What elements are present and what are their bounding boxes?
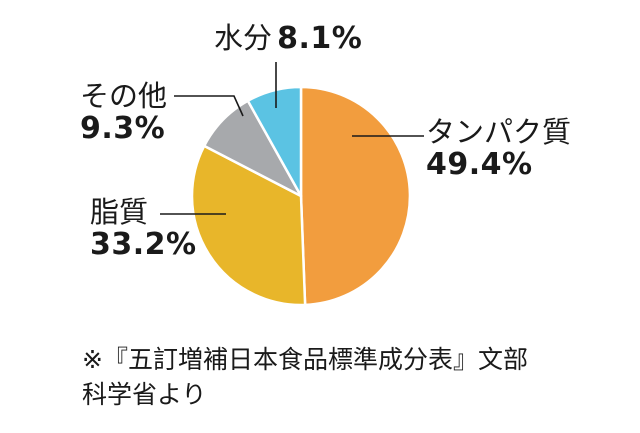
pie-svg: [160, 62, 424, 307]
pie-chart: タンパク質 49.4% 脂質 33.2% その他 9.3% 水分 8.1%: [80, 22, 571, 307]
slice-label-other: その他 9.3%: [80, 80, 167, 146]
slice-name-water: 水分: [214, 21, 273, 55]
slice-label-protein: タンパク質 49.4%: [426, 116, 571, 182]
slice-name-protein: タンパク質: [426, 115, 572, 149]
source-note-line2: 科学省より: [82, 380, 207, 409]
source-note-line1: ※『五訂増補日本食品標準成分表』文部: [82, 345, 528, 374]
source-note: ※『五訂増補日本食品標準成分表』文部 科学省より: [82, 342, 622, 412]
leader-line-other: [174, 95, 244, 117]
slice-label-water: 水分 8.1%: [214, 22, 362, 56]
slice-value-fat: 33.2%: [90, 227, 197, 263]
pie-slice-water: [246, 85, 303, 198]
slice-label-fat: 脂質 33.2%: [90, 196, 197, 262]
slice-name-fat: 脂質: [90, 195, 149, 229]
pie-slice-protein: [299, 85, 412, 307]
slice-value-protein: 49.4%: [426, 147, 533, 183]
slice-name-other: その他: [80, 79, 168, 113]
slice-value-water: 8.1%: [277, 21, 363, 56]
slice-value-other: 9.3%: [80, 111, 166, 147]
pie-slice-fat: [190, 144, 307, 307]
